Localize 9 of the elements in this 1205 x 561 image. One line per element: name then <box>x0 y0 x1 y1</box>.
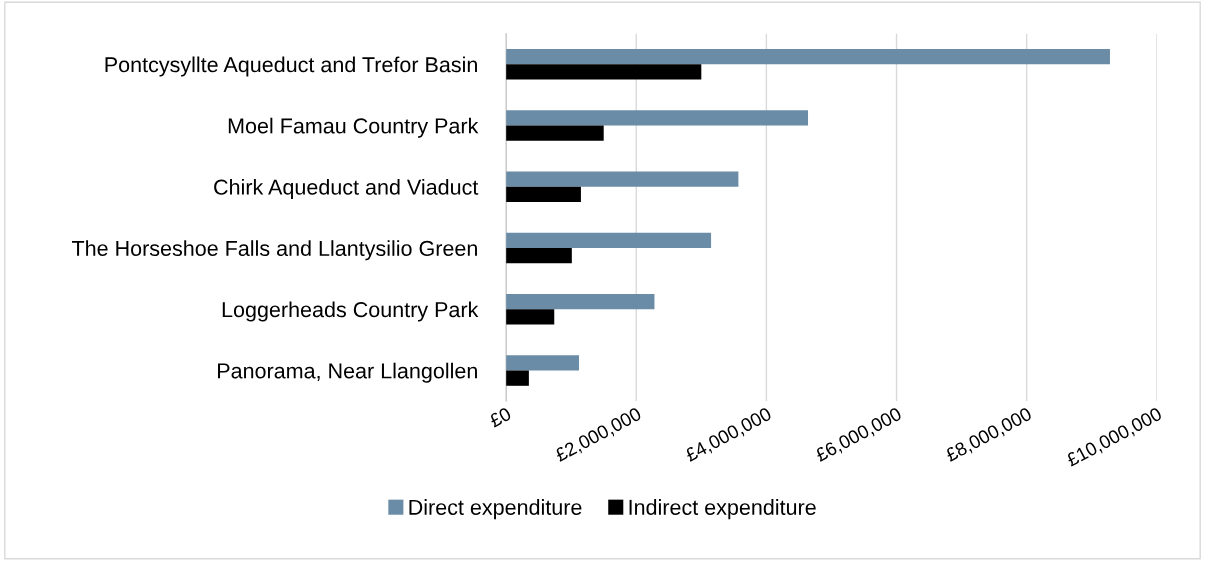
legend-label: Indirect expenditure <box>629 499 816 520</box>
x-tick-label: £0 <box>488 406 512 428</box>
y-tick-label: The Horseshoe Falls and Llantysilio Green <box>71 240 477 261</box>
y-tick-label: Pontcysyllte Aqueduct and Trefor Basin <box>105 56 477 77</box>
y-tick-label: Panorama, Near Llangollen <box>218 362 477 383</box>
y-tick-label: Loggerheads Country Park <box>222 301 479 322</box>
y-tick-label: Moel Famau Country Park <box>228 117 479 138</box>
y-tick-label: Chirk Aqueduct and Viaduct <box>214 178 479 200</box>
legend-label: Direct expenditure <box>409 499 582 520</box>
